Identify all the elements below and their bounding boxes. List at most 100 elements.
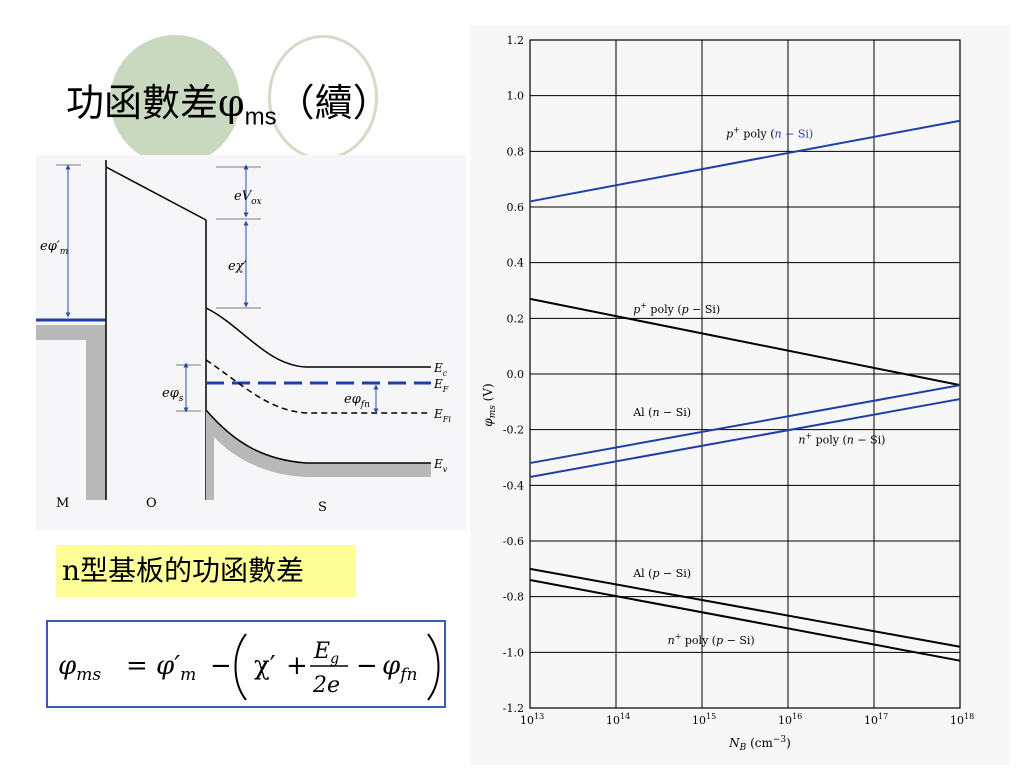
series-label-5: n+ poly (p − Si) (668, 632, 755, 647)
label-e-vox: eV (234, 189, 253, 204)
label-e-phi-m: eφ′ (40, 239, 60, 254)
formula-minus-2: − (356, 651, 378, 681)
region-semiconductor-label: S (318, 500, 327, 515)
formula-eg: E (313, 639, 330, 664)
page-title-suffix: （續） (276, 81, 391, 125)
label-e-phi-fn: eφ (344, 392, 362, 407)
region-metal-label: M (56, 496, 69, 511)
page-title: 功函數差φms（續） (66, 72, 391, 132)
formula-eg-sub: g (330, 651, 339, 667)
label-ev: E (433, 457, 443, 471)
x-axis-label-close: ) (786, 736, 791, 750)
y-tick-label: -0.2 (503, 424, 524, 437)
svg-text:eφ′m: eφ′m (40, 239, 68, 257)
x-axis-label-unit: (cm (746, 736, 773, 750)
label-ev-sub: v (443, 465, 448, 474)
band-diagram: eφ′m eVox eχ′ eφs eφfn Ec EF EFi Ev M O … (36, 155, 466, 530)
phi-ms-chart: 1.2 1.0 0.8 0.6 0.4 0.2 0.0 -0.2 -0.4 -0.6 -0.8 -1.… (470, 25, 1010, 765)
x-axis-label-unit-sup: −3 (773, 735, 787, 745)
caption-box: n型基板的功函數差 (56, 545, 356, 597)
y-axis-label-main: φ (481, 418, 495, 427)
series-line-3 (529, 398, 961, 478)
y-tick-label: 1.0 (507, 90, 525, 103)
x-tick-label: 1014 (606, 712, 630, 727)
decor-circle-filled (110, 35, 240, 165)
label-e-phi-fn-sub: fn (360, 400, 370, 410)
plot-frame (529, 39, 961, 709)
formula-paren-right (427, 633, 440, 701)
intrinsic-fermi-line (205, 359, 431, 414)
y-tick-label: -1.2 (503, 702, 524, 715)
conduction-band-edge (205, 307, 431, 368)
y-tick-label: 1.2 (507, 34, 525, 47)
svg-text:φ′m: φ′m (156, 651, 196, 685)
chart-y-ticks: 1.2 1.0 0.8 0.6 0.4 0.2 0.0 -0.2 -0.4 -0.6 -0.8 -1.… (503, 34, 524, 715)
series-line-5 (529, 578, 961, 662)
svg-text:EF: EF (433, 377, 449, 394)
formula-lhs-sub: ms (76, 665, 101, 685)
y-axis-label: φms (V) (481, 383, 498, 426)
label-ec-sub: c (443, 369, 448, 378)
y-tick-label: 0.0 (507, 368, 525, 381)
label-efi-sub: Fi (442, 415, 452, 424)
series-line-0 (529, 119, 961, 203)
y-tick-label: -1.0 (503, 646, 524, 659)
series-label-4: Al (p − Si) (632, 567, 691, 580)
svg-text:eφs: eφs (162, 386, 184, 404)
svg-text:eVox: eVox (234, 189, 262, 207)
label-e-phi-s: eφ (162, 386, 180, 401)
x-tick-label: 1018 (950, 712, 974, 727)
x-tick-label: 1013 (520, 712, 544, 727)
label-e-vox-sub: ox (251, 197, 262, 207)
formula-box: φms = φ′m − χ′ + Eg 2e − φfn (46, 620, 446, 708)
chart-grid (529, 39, 961, 709)
svg-text:Ev: Ev (433, 457, 448, 474)
x-tick-label: 1016 (778, 712, 802, 727)
series-label-0: p+ poly (n − Si) (726, 125, 813, 140)
svg-text:Eg: Eg (313, 639, 339, 667)
y-tick-label: -0.8 (503, 591, 524, 604)
metal-shade (36, 325, 106, 500)
series-line-1 (529, 297, 961, 387)
svg-text:eφfn: eφfn (344, 392, 370, 410)
oxide-conduction-band (105, 166, 207, 221)
series-line-4 (529, 567, 961, 648)
chart-x-ticks: 1013 1014 1015 1016 1017 1018 (520, 712, 974, 727)
label-e-chi: eχ′ (228, 259, 247, 274)
formula-eq: = (126, 651, 148, 681)
region-oxide-label: O (146, 496, 157, 511)
y-axis-label-unit: (V) (481, 383, 495, 405)
formula-phi-m-sub: m (180, 665, 196, 685)
chart-background (470, 25, 1010, 765)
label-e-phi-m-sub: m (60, 247, 69, 257)
label-ef: E (433, 377, 443, 391)
formula-phi-m: φ′ (156, 651, 180, 681)
label-efi: E (433, 407, 443, 421)
formula: φms = φ′m − χ′ + Eg 2e − φfn (58, 633, 440, 701)
formula-minus-1: − (210, 651, 232, 681)
formula-phi-fn: φ (382, 651, 401, 681)
page-title-main: 功函數差φ (66, 81, 245, 125)
x-tick-label: 1015 (692, 712, 716, 727)
svg-text:φfn: φfn (382, 651, 417, 685)
y-tick-label: 0.8 (507, 145, 525, 158)
svg-text:φms: φms (58, 651, 101, 685)
x-axis-label-main: N (728, 736, 740, 750)
series-line-2 (529, 384, 961, 465)
formula-chi: χ′ (254, 651, 276, 681)
series-label-2: Al (n − Si) (632, 406, 691, 419)
valence-shade (206, 410, 431, 500)
svg-text:Ec: Ec (433, 361, 448, 378)
y-tick-label: 0.6 (507, 201, 525, 214)
series-label-1: p+ poly (p − Si) (633, 301, 720, 316)
svg-text:EFi: EFi (433, 407, 451, 424)
formula-paren-left (234, 633, 247, 701)
x-axis-label-sub: B (739, 743, 747, 753)
y-tick-label: 0.4 (507, 257, 525, 270)
formula-two-e: 2e (312, 673, 340, 698)
page-title-sub: ms (244, 103, 277, 131)
chart-series (529, 119, 961, 662)
chart-annotations: p+ poly (n − Si) p+ poly (p − Si) Al (n − … (632, 125, 885, 647)
y-tick-label: 0.2 (507, 312, 525, 325)
label-e-phi-s-sub: s (179, 394, 184, 404)
